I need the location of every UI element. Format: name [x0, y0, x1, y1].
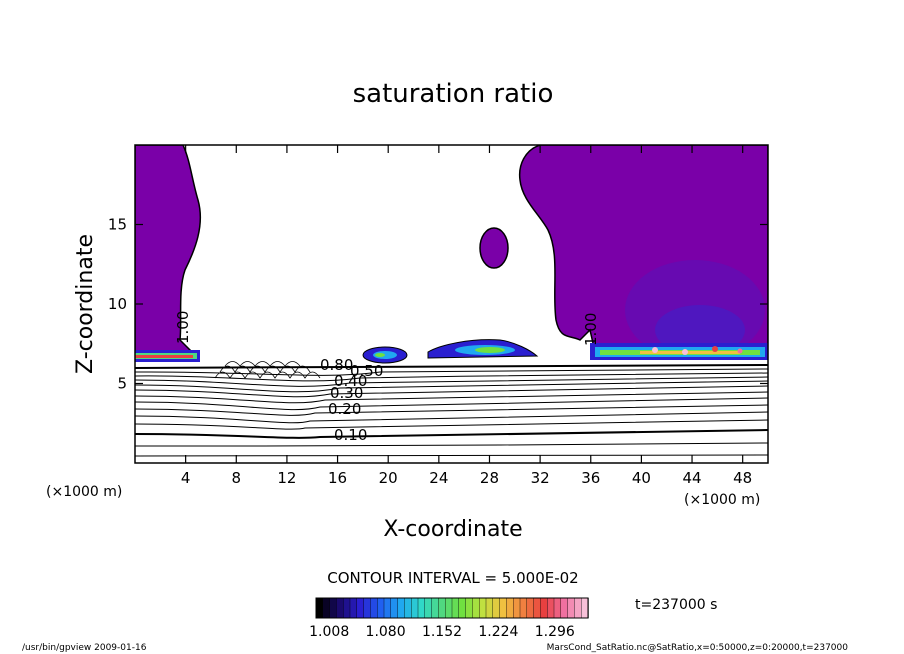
footer-right: MarsCond_SatRatio.nc@SatRatio,x=0:50000,… — [547, 643, 849, 653]
colorbar-cell — [383, 597, 392, 619]
colorbar-cell — [465, 597, 474, 619]
x-tick-label: 40 — [632, 469, 651, 487]
x-tick-label: 44 — [682, 469, 701, 487]
colorbar-cell — [322, 597, 331, 619]
colorbar-cell — [492, 597, 501, 619]
contour-label: 1.00 — [174, 311, 192, 344]
x-tick-label: 8 — [232, 469, 242, 487]
x-tick-label: 20 — [379, 469, 398, 487]
colorbar-cell — [343, 597, 351, 619]
y-axis-ticks: 5 10 15 — [108, 216, 768, 393]
colorbar-cell — [485, 597, 494, 619]
colorbar-cell — [315, 597, 324, 619]
colorbar-cell — [356, 597, 365, 619]
colorbar-cell — [404, 597, 412, 619]
colorbar-cell — [336, 597, 344, 619]
contour-label: 0.80 — [320, 356, 353, 374]
colorbar-cell — [560, 597, 569, 619]
x-tick-label: 24 — [429, 469, 448, 487]
colorbar-cell — [445, 597, 453, 619]
colorbar-cell — [377, 597, 385, 619]
plot-area: 0.10 0.20 0.30 0.40 0.50 0.80 1.00 1.00 … — [108, 144, 769, 487]
colorbar-cell — [506, 597, 514, 619]
x-tick-label: 28 — [480, 469, 499, 487]
y-tick-label: 5 — [117, 375, 127, 393]
right-core-shading — [655, 305, 745, 355]
colorbar-cell — [553, 597, 562, 619]
x-tick-label: 48 — [733, 469, 752, 487]
contour-label-group: 0.10 0.20 0.30 0.40 0.50 0.80 1.00 1.00 — [174, 311, 600, 444]
colorbar-cell — [567, 597, 576, 619]
colorbar-ticks: 1.008 1.080 1.152 1.224 1.296 — [309, 624, 575, 640]
contour-label: 0.10 — [334, 426, 367, 444]
colorbar-cell — [581, 597, 589, 619]
colorbar-cell — [438, 597, 446, 619]
y-tick-label: 10 — [108, 295, 127, 313]
right-cloud-layer — [590, 343, 768, 360]
contour-label: 1.00 — [582, 313, 600, 346]
x-tick-label: 16 — [328, 469, 347, 487]
x-unit-left: (×1000 m) — [46, 484, 122, 500]
colorbar-tick-label: 1.296 — [535, 624, 575, 640]
contour-label: 0.50 — [350, 362, 383, 380]
y-axis-label: Z-coordinate — [73, 234, 98, 374]
colorbar-tick-label: 1.152 — [422, 624, 462, 640]
x-tick-label: 32 — [531, 469, 550, 487]
colorbar-tick-label: 1.224 — [478, 624, 518, 640]
colorbar-cell — [329, 597, 338, 619]
colorbar-cell — [526, 597, 535, 619]
time-readout: t=237000 s — [635, 597, 717, 613]
colorbar-cell — [574, 597, 582, 619]
colorbar-frame — [315, 597, 589, 619]
colorbar-cell — [540, 597, 548, 619]
chart-title: saturation ratio — [353, 79, 554, 109]
colorbar-cell — [451, 597, 460, 619]
left-cloud-layer — [135, 350, 200, 362]
colorbar-tick-label: 1.008 — [309, 624, 349, 640]
colorbar-cell — [547, 597, 555, 619]
footer-left: /usr/bin/gpview 2009-01-16 — [22, 643, 147, 653]
colorbar-cell — [370, 597, 378, 619]
colorbar-cell — [513, 597, 521, 619]
colorbar-cell — [390, 597, 399, 619]
colorbar — [315, 597, 589, 619]
colorbar-cell — [363, 597, 372, 619]
colorbar-cell — [411, 597, 419, 619]
contour-label: 0.30 — [330, 384, 363, 402]
wavy-contours — [214, 361, 321, 379]
colorbar-cell — [519, 597, 528, 619]
y-tick-label: 15 — [108, 216, 127, 234]
colorbar-cell — [424, 597, 433, 619]
isolated-saturated-cell — [479, 227, 509, 269]
colorbar-cell — [349, 597, 358, 619]
colorbar-cell — [472, 597, 480, 619]
x-axis-ticks: 4 8 12 16 20 24 28 32 36 40 44 48 — [181, 145, 752, 487]
left-saturated-region — [135, 145, 202, 353]
colorbar-cell — [458, 597, 467, 619]
colorbar-cell — [533, 597, 542, 619]
mid-cloud-a — [362, 346, 408, 364]
colorbar-cell — [417, 597, 426, 619]
x-tick-label: 12 — [277, 469, 296, 487]
contour-lines — [135, 364, 768, 457]
colorbar-cell — [499, 597, 508, 619]
x-axis-label: X-coordinate — [383, 517, 522, 542]
colorbar-tick-label: 1.080 — [366, 624, 406, 640]
x-tick-label: 4 — [181, 469, 191, 487]
colorbar-cell — [397, 597, 406, 619]
colorbar-cell — [479, 597, 487, 619]
contour-label: 0.40 — [334, 372, 367, 390]
x-tick-label: 36 — [581, 469, 600, 487]
contour-interval: CONTOUR INTERVAL = 5.000E-02 — [327, 569, 578, 587]
colorbar-cell — [431, 597, 440, 619]
mid-cloud-b — [427, 339, 539, 359]
contour-label: 0.20 — [328, 400, 361, 418]
x-unit-right: (×1000 m) — [684, 492, 760, 508]
